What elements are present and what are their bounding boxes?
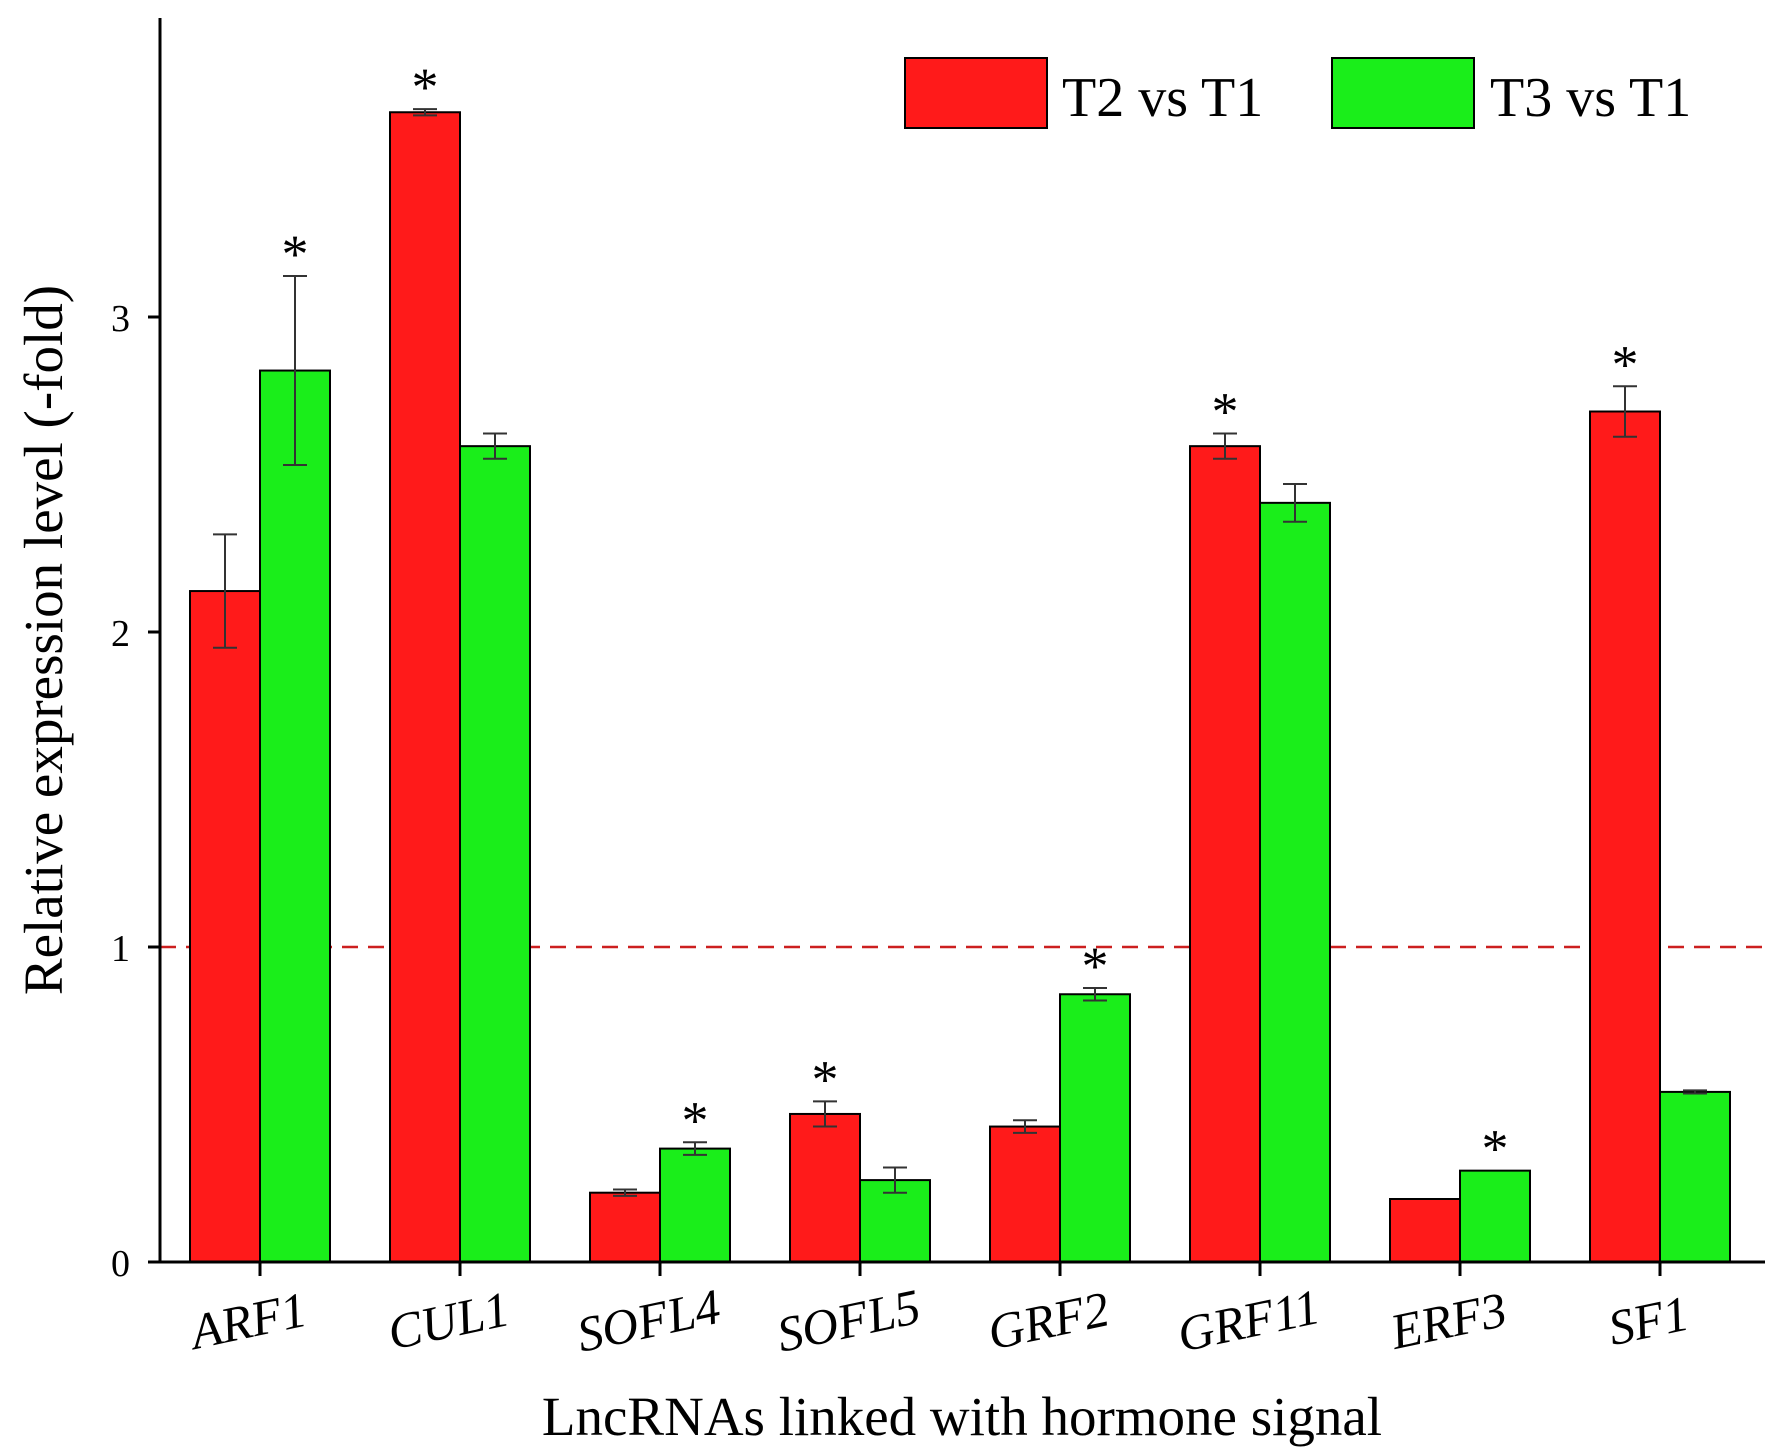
bars-layer [189, 111, 1731, 1264]
bar-grf11-t3 [1259, 501, 1331, 1264]
bar-sf1-t2 [1589, 410, 1661, 1263]
error-bars-layer [213, 108, 1707, 1197]
bar-grf2-t2 [989, 1125, 1061, 1264]
bar-sofl5-t2 [789, 1112, 861, 1263]
significance-star: * [412, 57, 439, 117]
significance-star: * [1482, 1119, 1509, 1179]
bar-erf3-t2 [1389, 1198, 1461, 1263]
x-tick-label-grf2: GRF2 [983, 1280, 1114, 1360]
bar-arf1-t2 [189, 590, 261, 1263]
x-tick-label-sofl4: SOFL4 [572, 1278, 725, 1363]
significance-star: * [682, 1090, 709, 1150]
x-axis-title: LncRNAs linked with hormone signal [542, 1386, 1382, 1447]
x-tick-label-sf1: SF1 [1603, 1285, 1693, 1357]
y-axis-title: Relative expression level (-fold) [13, 285, 74, 995]
bar-arf1-t3 [259, 369, 331, 1263]
y-tick-label: 3 [111, 298, 130, 340]
legend: T2 vs T1 T3 vs T1 [904, 57, 1691, 129]
y-tick-label: 2 [111, 613, 130, 655]
x-ticks: ARF1 CUL1 SOFL4 SOFL5 GRF2 GRF11 ERF3 SF1 [183, 1262, 1694, 1363]
x-tick-label-grf11: GRF11 [1172, 1278, 1324, 1363]
significance-star: * [1082, 936, 1109, 996]
bar-grf11-t2 [1189, 445, 1261, 1263]
x-tick-label-sofl5: SOFL5 [772, 1278, 925, 1363]
legend-label-t3-vs-t1: T3 vs T1 [1490, 67, 1691, 129]
bar-sofl4-t2 [589, 1191, 661, 1263]
legend-swatch-t2-vs-t1 [904, 57, 1048, 129]
significance-star: * [282, 224, 309, 284]
bar-cul1-t3 [459, 445, 531, 1263]
y-ticks: 0 1 2 3 [111, 298, 160, 1285]
bar-grf2-t3 [1059, 993, 1131, 1263]
x-tick-label-cul1: CUL1 [383, 1280, 514, 1360]
bar-erf3-t3 [1459, 1169, 1531, 1264]
bar-cul1-t2 [389, 111, 461, 1263]
bar-sf1-t3 [1659, 1090, 1731, 1264]
y-tick-label: 1 [111, 928, 130, 970]
bar-sofl4-t3 [659, 1147, 731, 1263]
significance-star: * [1612, 334, 1639, 394]
y-tick-label: 0 [111, 1243, 130, 1285]
x-tick-label-arf1: ARF1 [183, 1281, 312, 1361]
significance-markers: * * * * * * * * [282, 57, 1639, 1179]
x-tick-label-erf3: ERF3 [1385, 1281, 1512, 1360]
legend-swatch-t3-vs-t1 [1331, 57, 1475, 129]
significance-star: * [1212, 382, 1239, 442]
significance-star: * [812, 1049, 839, 1109]
legend-label-t2-vs-t1: T2 vs T1 [1062, 67, 1263, 129]
